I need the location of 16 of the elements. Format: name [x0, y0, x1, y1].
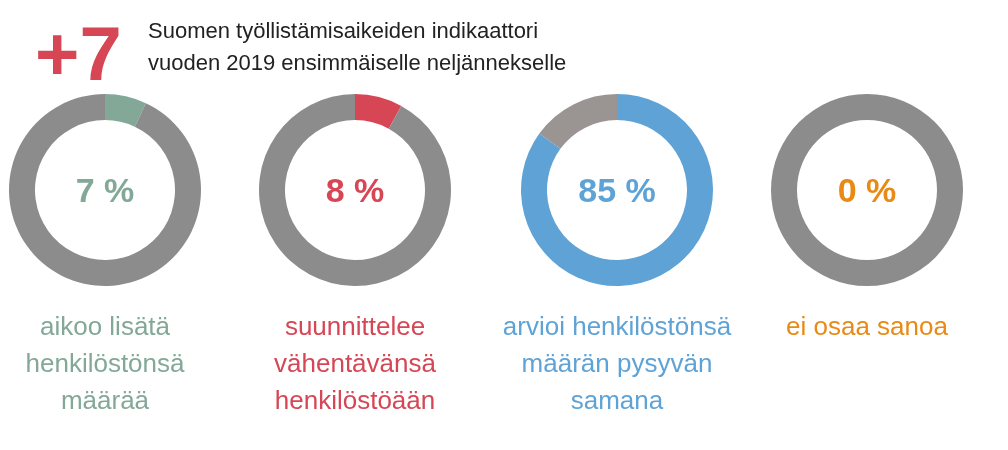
donut-slice — [521, 94, 713, 286]
text: suunnittelee vähentävänsä henkilöstöään — [274, 311, 437, 415]
donut-slice — [9, 94, 201, 286]
text: arvioi henkilöstönsä määrän pysyvän samana — [502, 311, 732, 415]
donut-slice — [539, 94, 617, 149]
text: Suomen työllistämisaikeiden indikaattori vuoden 2019 ensimmäiselle neljännekselle — [148, 18, 567, 75]
data-label: 7 % — [75, 171, 135, 209]
text: 0 % — [837, 171, 897, 209]
data-label: 85 % — [578, 171, 656, 209]
text: +7 — [35, 11, 122, 96]
donut-slice — [259, 94, 451, 286]
text: ei osaa sanoa — [786, 311, 949, 341]
data-label: 8 % — [325, 171, 385, 209]
text: aikoo lisätä henkilöstönsä määrää — [25, 311, 186, 415]
donut-slice — [355, 94, 402, 129]
donut-slice — [105, 94, 146, 127]
